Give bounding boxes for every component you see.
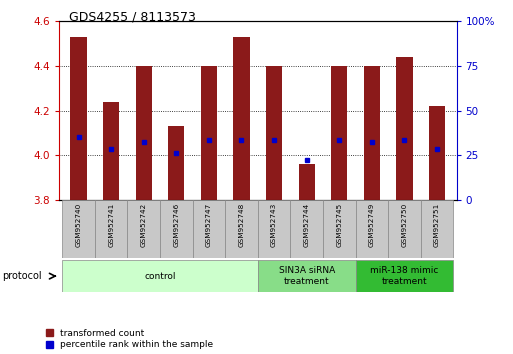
Text: GSM952744: GSM952744: [304, 202, 310, 247]
Bar: [364, 66, 380, 200]
Text: GSM952751: GSM952751: [434, 202, 440, 247]
Bar: [70, 37, 87, 200]
Text: GSM952741: GSM952741: [108, 202, 114, 247]
Text: GSM952750: GSM952750: [402, 202, 407, 247]
Bar: [356, 200, 388, 258]
Bar: [160, 200, 192, 258]
Bar: [201, 66, 217, 200]
Bar: [95, 200, 127, 258]
Bar: [233, 37, 250, 200]
Text: GSM952749: GSM952749: [369, 202, 375, 247]
Text: miR-138 mimic
treatment: miR-138 mimic treatment: [370, 267, 439, 286]
Bar: [331, 66, 347, 200]
Bar: [356, 260, 453, 292]
Text: control: control: [144, 272, 176, 281]
Bar: [266, 66, 282, 200]
Text: GSM952745: GSM952745: [336, 202, 342, 247]
Bar: [127, 200, 160, 258]
Bar: [388, 200, 421, 258]
Text: protocol: protocol: [3, 271, 42, 281]
Text: GSM952743: GSM952743: [271, 202, 277, 247]
Text: GSM952747: GSM952747: [206, 202, 212, 247]
Bar: [168, 126, 185, 200]
Bar: [225, 200, 258, 258]
Bar: [421, 200, 453, 258]
Text: GDS4255 / 8113573: GDS4255 / 8113573: [69, 11, 196, 24]
Bar: [299, 164, 315, 200]
Bar: [258, 200, 290, 258]
Legend: transformed count, percentile rank within the sample: transformed count, percentile rank withi…: [46, 329, 213, 349]
Bar: [62, 200, 95, 258]
Bar: [62, 260, 258, 292]
Text: GSM952748: GSM952748: [239, 202, 245, 247]
Bar: [396, 57, 412, 200]
Text: GSM952746: GSM952746: [173, 202, 180, 247]
Bar: [323, 200, 356, 258]
Bar: [135, 66, 152, 200]
Text: GSM952740: GSM952740: [75, 202, 82, 247]
Bar: [429, 106, 445, 200]
Bar: [290, 200, 323, 258]
Text: GSM952742: GSM952742: [141, 202, 147, 247]
Bar: [192, 200, 225, 258]
Text: SIN3A siRNA
treatment: SIN3A siRNA treatment: [279, 267, 335, 286]
Bar: [258, 260, 356, 292]
Bar: [103, 102, 120, 200]
